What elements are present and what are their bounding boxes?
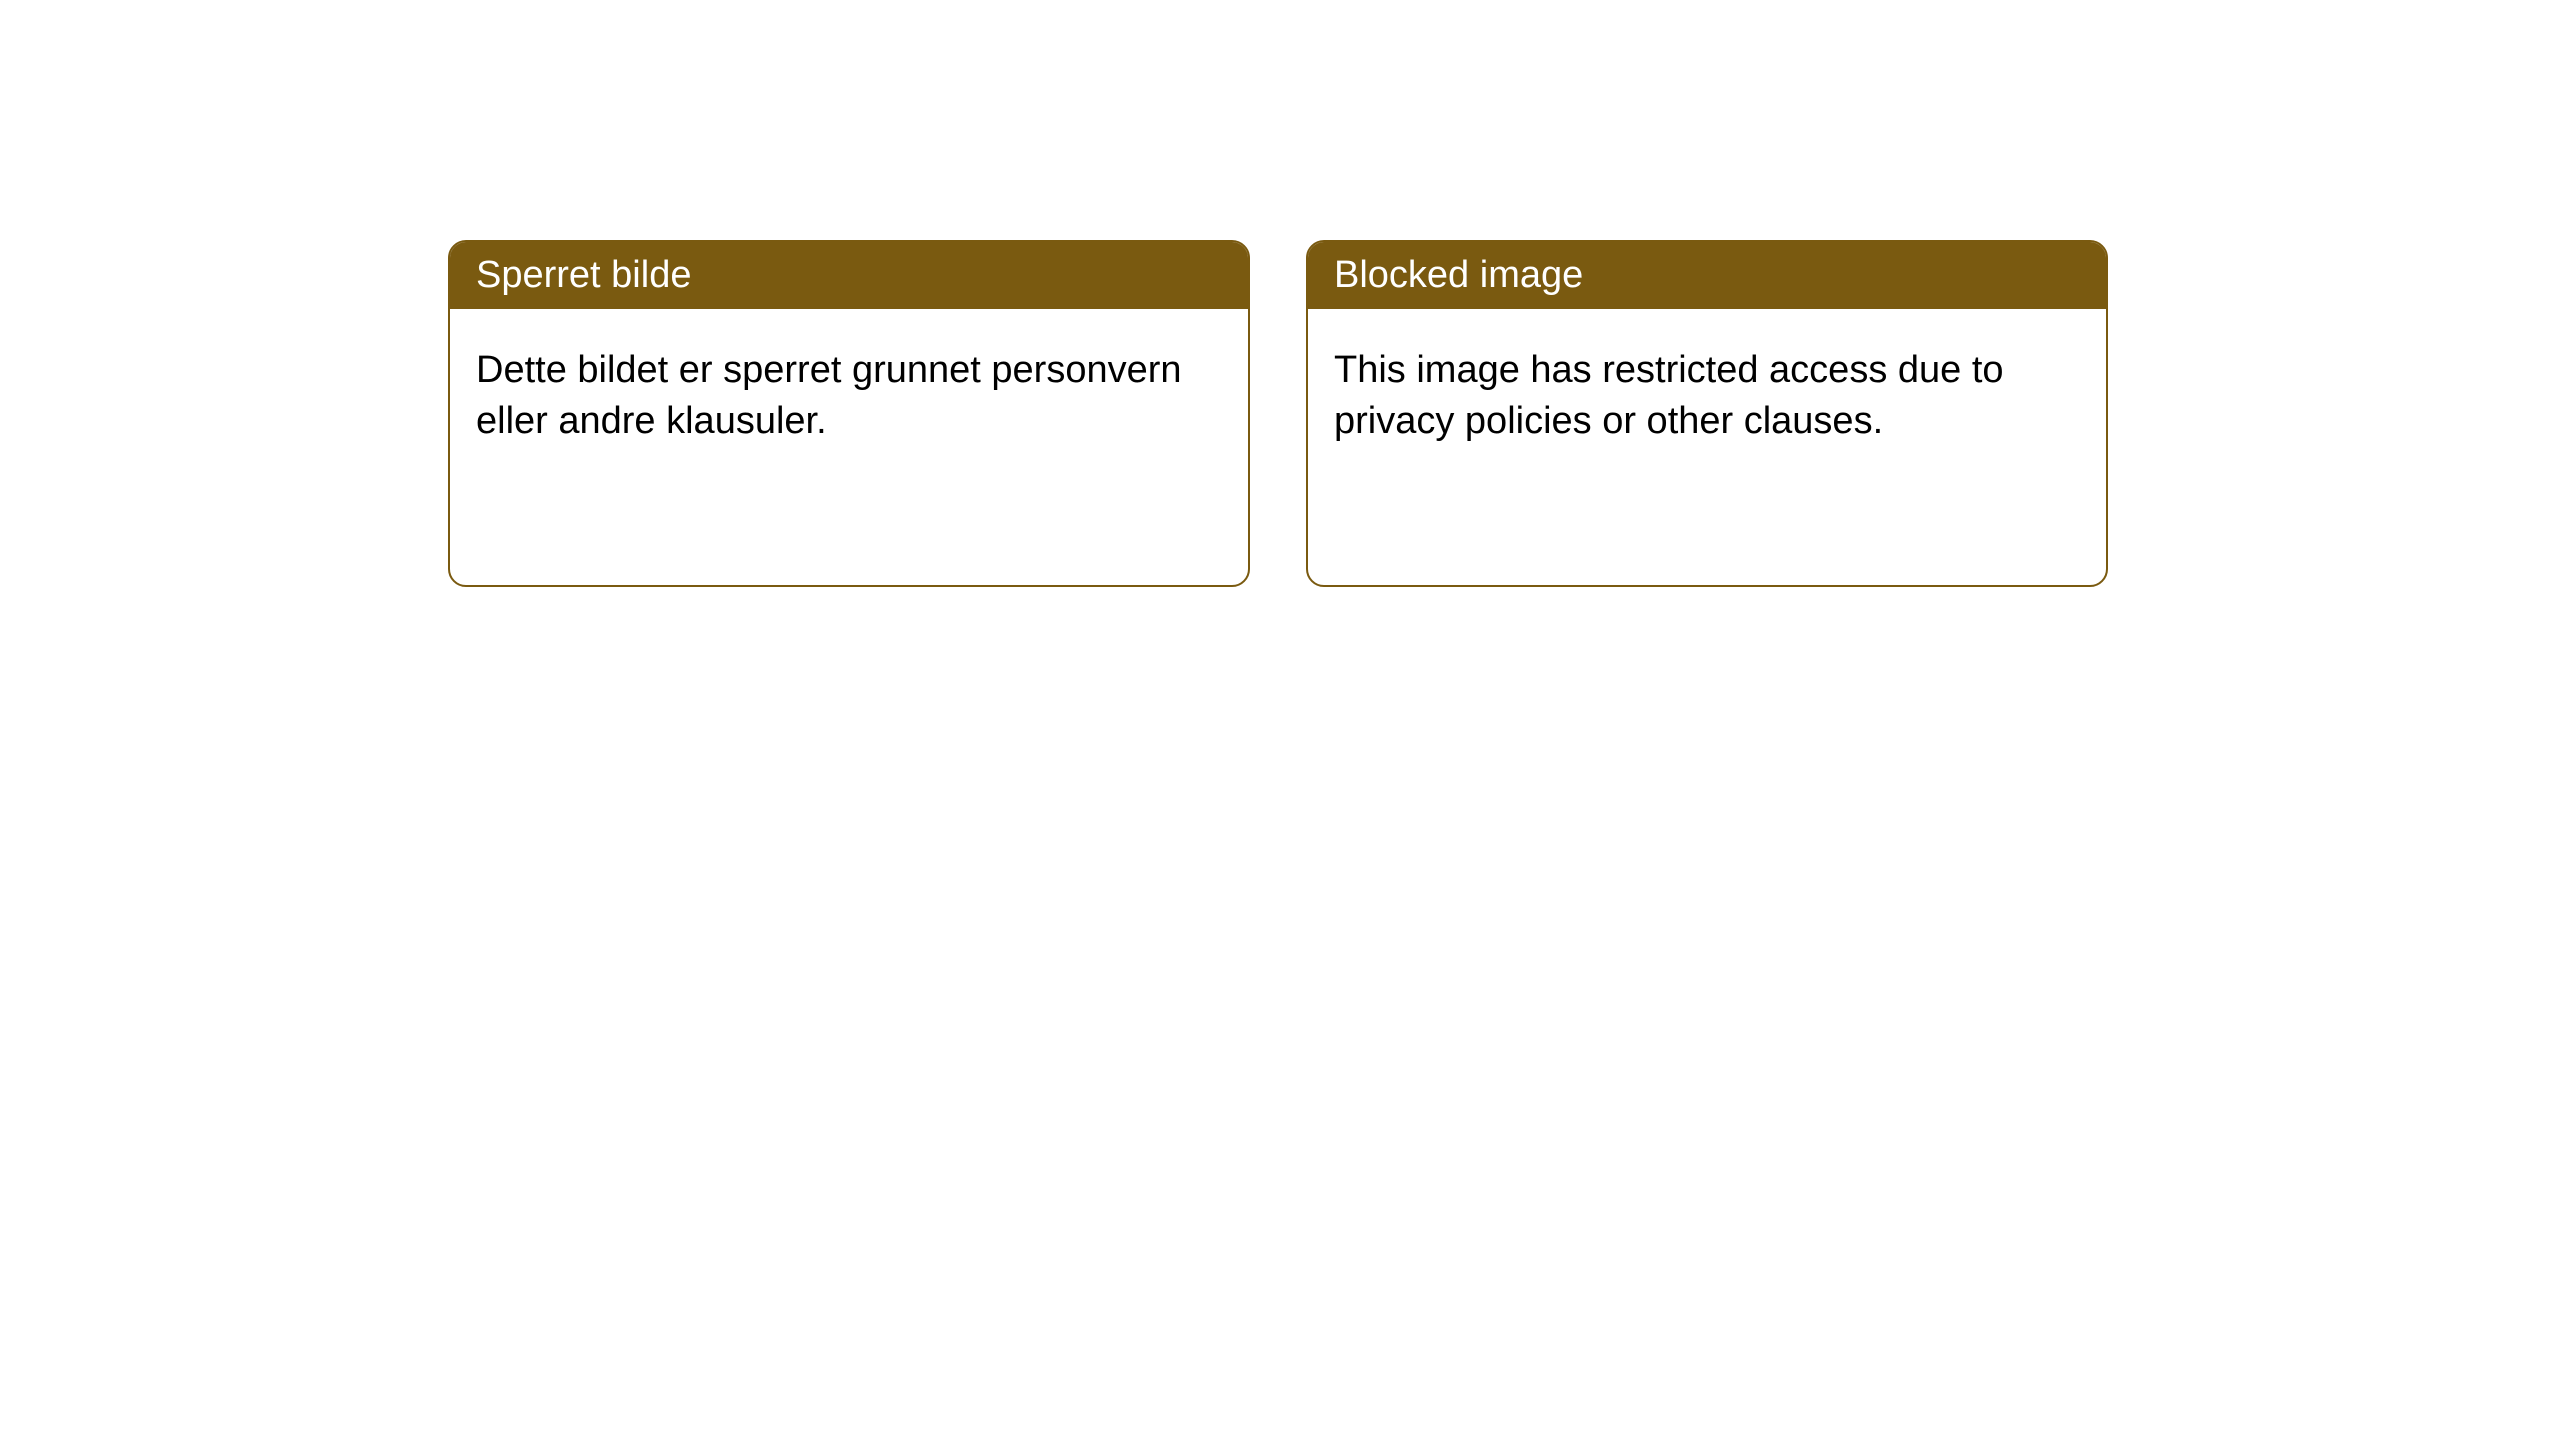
notice-header: Sperret bilde: [450, 242, 1248, 309]
notice-body: Dette bildet er sperret grunnet personve…: [450, 309, 1248, 585]
notice-card-english: Blocked image This image has restricted …: [1306, 240, 2108, 587]
notice-header: Blocked image: [1308, 242, 2106, 309]
notice-card-norwegian: Sperret bilde Dette bildet er sperret gr…: [448, 240, 1250, 587]
notice-body: This image has restricted access due to …: [1308, 309, 2106, 585]
notice-container: Sperret bilde Dette bildet er sperret gr…: [0, 0, 2560, 587]
